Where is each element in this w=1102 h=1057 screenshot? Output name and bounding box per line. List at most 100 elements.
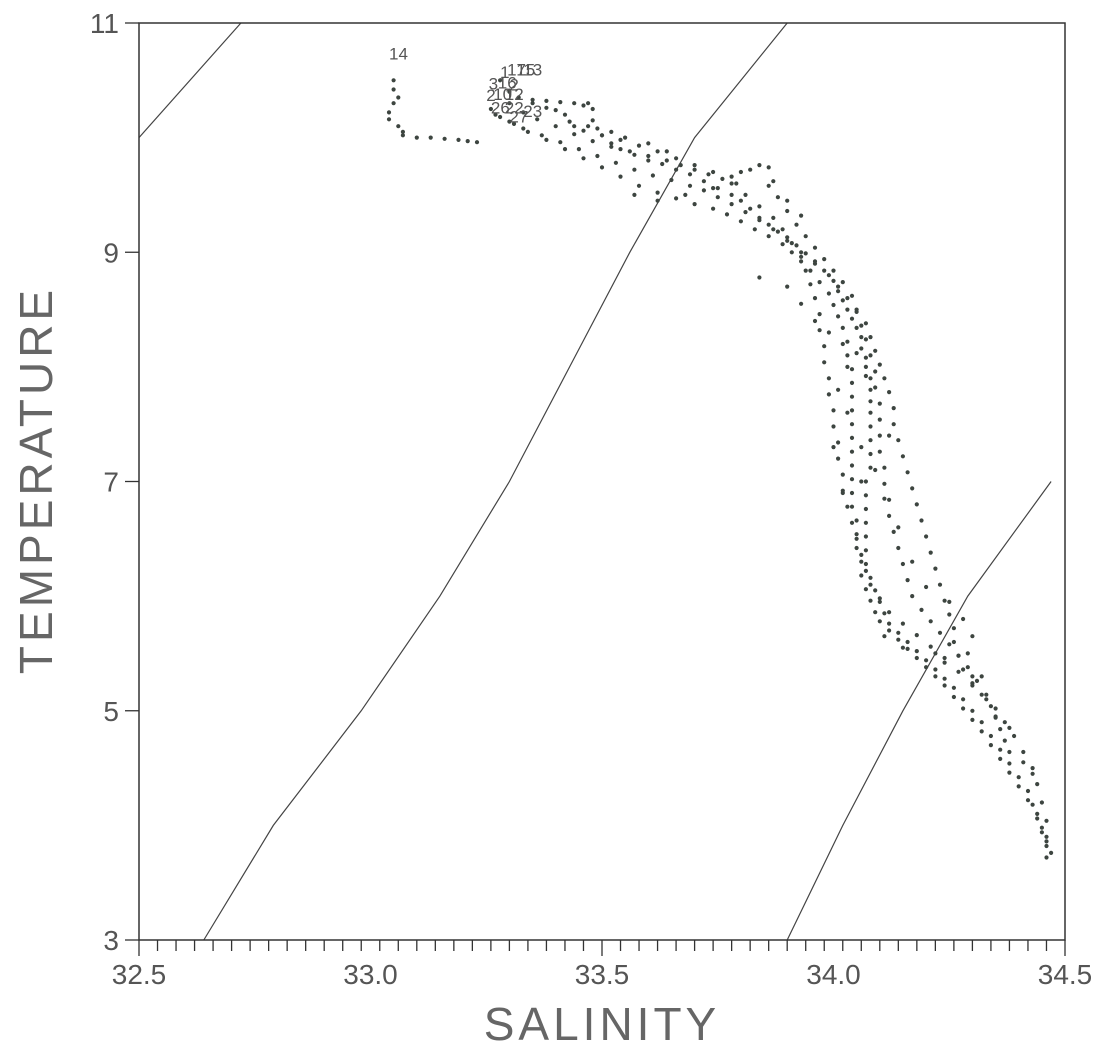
data-point-series-6 <box>618 138 622 142</box>
data-point-series-6 <box>818 328 822 332</box>
data-point-series-3 <box>868 599 872 603</box>
data-point-series-2 <box>850 317 854 321</box>
data-point-series-6 <box>822 360 826 364</box>
data-point-series-5 <box>929 619 933 623</box>
data-point-series-3 <box>836 314 840 318</box>
data-point-series-2 <box>1044 855 1048 859</box>
data-point-series-3 <box>850 408 854 412</box>
data-point-series-6 <box>799 255 803 259</box>
data-point-series-3 <box>563 147 567 151</box>
data-point-series-7 <box>887 434 891 438</box>
data-point-series-7 <box>757 275 761 279</box>
data-point-series-7 <box>1031 772 1035 776</box>
data-point-series-2 <box>961 697 965 701</box>
data-point-series-5 <box>868 353 872 357</box>
data-point-series-4 <box>901 454 905 458</box>
data-point-series-6 <box>850 521 854 525</box>
data-point-series-5 <box>827 273 831 277</box>
data-point-series-4 <box>919 518 923 522</box>
data-point-series-5 <box>966 665 970 669</box>
data-point-series-2 <box>572 101 576 105</box>
data-point-series-5 <box>878 434 882 438</box>
data-point-series-7 <box>882 634 886 638</box>
data-point-series-6 <box>808 282 812 286</box>
data-point-series-3 <box>1044 839 1048 843</box>
data-point-series-7 <box>864 374 868 378</box>
data-point-series-3 <box>952 695 956 699</box>
data-point-series-7 <box>646 141 650 145</box>
data-point-series-4 <box>831 269 835 273</box>
data-point-series-6 <box>781 227 785 231</box>
data-point-series-6 <box>868 583 872 587</box>
data-point-series-6 <box>984 697 988 701</box>
data-point-series-2 <box>591 107 595 111</box>
data-point-series-5 <box>1021 750 1025 754</box>
data-point-series-2 <box>864 562 868 566</box>
data-point-series-2 <box>702 179 706 183</box>
data-point-series-4 <box>929 551 933 555</box>
data-point-series-4 <box>998 727 1002 731</box>
data-point-series-3 <box>998 757 1002 761</box>
data-point-series-6 <box>743 193 747 197</box>
data-point-series-7 <box>831 445 835 449</box>
data-point-series-4 <box>739 170 743 174</box>
data-point-series-2 <box>558 100 562 104</box>
data-point-series-6 <box>970 683 974 687</box>
data-point-series-6 <box>836 457 840 461</box>
data-point-series-2 <box>767 223 771 227</box>
data-point-series-2 <box>831 279 835 283</box>
data-point-series-2 <box>924 658 928 662</box>
data-point-series-2 <box>581 103 585 107</box>
data-point-series-6 <box>813 296 817 300</box>
data-point-series-5 <box>878 418 882 422</box>
data-point-series-5 <box>901 562 905 566</box>
data-point-series-2 <box>804 251 808 255</box>
data-point-series-2 <box>864 479 868 483</box>
data-point-series-7 <box>970 634 974 638</box>
data-point-series-7 <box>943 661 947 665</box>
data-point-series-7 <box>910 560 914 564</box>
data-point-series-1 <box>466 139 470 143</box>
data-point-series-6 <box>845 505 849 509</box>
data-point-series-4 <box>794 223 798 227</box>
data-point-series-5 <box>558 140 562 144</box>
data-point-series-7 <box>882 497 886 501</box>
data-point-series-6 <box>855 537 859 541</box>
data-point-series-5 <box>845 296 849 300</box>
data-point-series-2 <box>998 748 1002 752</box>
data-point-series-5 <box>540 133 544 137</box>
data-point-series-2 <box>873 588 877 592</box>
axis-ticks <box>125 23 1065 956</box>
data-point-series-5 <box>771 227 775 231</box>
data-point-series-1 <box>456 138 460 142</box>
data-point-series-7 <box>845 411 849 415</box>
data-point-series-5 <box>864 337 868 341</box>
data-point-series-2 <box>586 101 590 105</box>
data-point-series-3 <box>989 743 993 747</box>
data-point-series-2 <box>632 153 636 157</box>
data-point-series-3 <box>753 227 757 231</box>
data-point-series-2 <box>882 611 886 615</box>
data-point-series-7 <box>683 193 687 197</box>
data-point-series-3 <box>850 381 854 385</box>
data-point-series-5 <box>1040 800 1044 804</box>
station-label-27: 27 <box>509 108 528 127</box>
data-point-series-2 <box>868 388 872 392</box>
data-point-series-7 <box>933 651 937 655</box>
data-point-series-4 <box>952 640 956 644</box>
y-tick-label: 3 <box>103 925 119 956</box>
data-point-series-5 <box>716 195 720 199</box>
data-point-series-7 <box>799 214 803 218</box>
data-point-series-3 <box>781 242 785 246</box>
data-point-series-7 <box>609 130 613 134</box>
data-point-series-2 <box>1035 816 1039 820</box>
data-point-series-5 <box>882 482 886 486</box>
data-point-series-4 <box>757 163 761 167</box>
data-point-series-3 <box>878 619 882 623</box>
data-point-series-4 <box>947 612 951 616</box>
data-point-series-3 <box>831 303 835 307</box>
data-point-series-2 <box>989 734 993 738</box>
data-point-series-6 <box>887 610 891 614</box>
data-point-series-5 <box>892 530 896 534</box>
